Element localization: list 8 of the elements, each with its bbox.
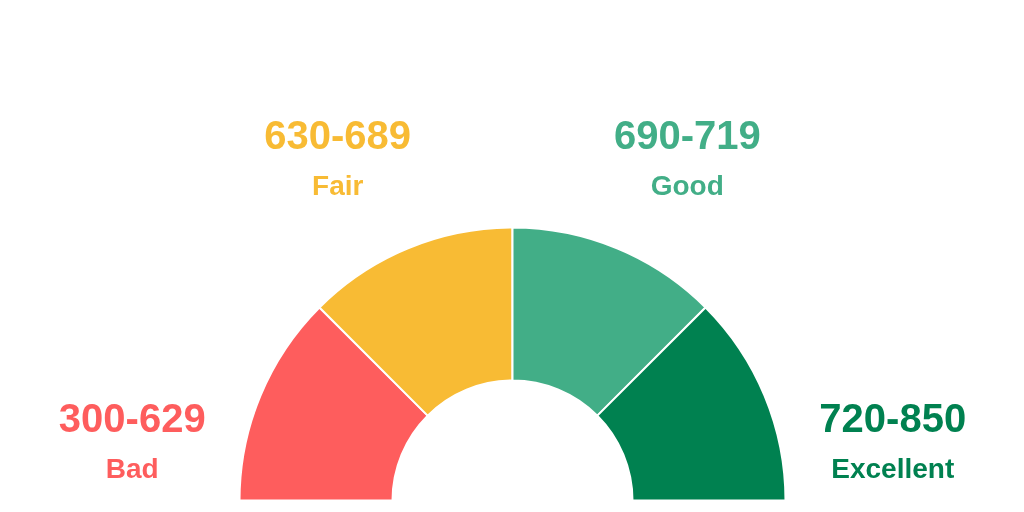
slice-label: Excellent — [831, 452, 955, 484]
data-label: 720-850 — [819, 396, 967, 441]
slice-label: Bad — [105, 452, 159, 484]
slice-label: Good — [650, 169, 724, 201]
data-label: 690-719 — [613, 113, 761, 158]
data-label: 300-629 — [58, 396, 206, 441]
slice-label: Fair — [312, 169, 364, 201]
data-label: 630-689 — [264, 113, 412, 158]
